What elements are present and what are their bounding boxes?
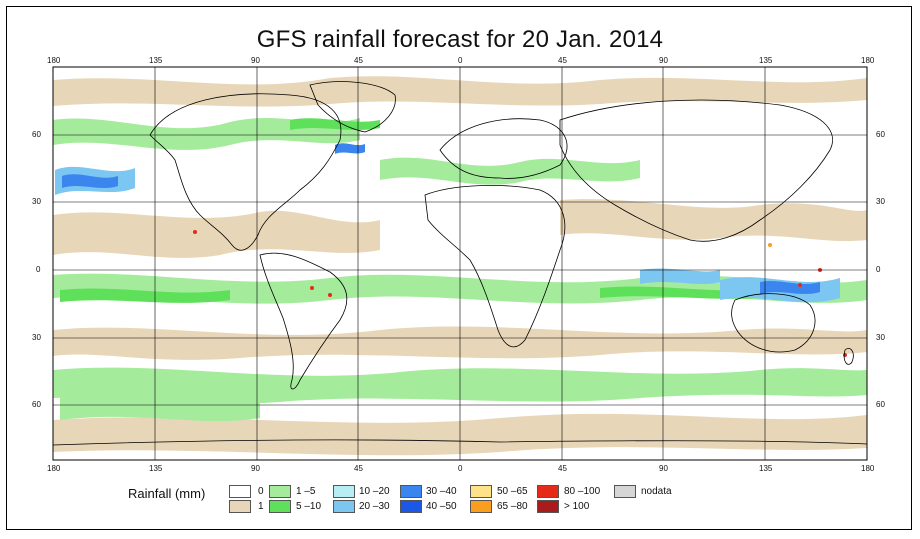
lat-label-left: 30 <box>32 333 41 342</box>
extreme-rain-spot <box>768 243 772 247</box>
legend-label: 20 –30 <box>359 501 390 512</box>
legend-swatch <box>333 500 355 513</box>
legend-swatch <box>470 485 492 498</box>
legend-label: 5 –10 <box>296 501 322 512</box>
legend-label: 1 –5 <box>296 486 316 497</box>
legend-label: 10 –20 <box>359 486 390 497</box>
lat-label-right: 30 <box>876 333 885 342</box>
lon-label-top: 45 <box>354 56 363 65</box>
legend-swatch <box>333 485 355 498</box>
legend-swatch <box>229 485 251 498</box>
lat-label-left: 0 <box>36 265 41 274</box>
moderate-rain-band <box>60 288 230 303</box>
light-rain-band <box>380 157 640 185</box>
asia-outline <box>559 99 833 242</box>
legend-label: 65 –80 <box>497 501 528 512</box>
coastlines <box>52 81 868 446</box>
legend-label: 40 –50 <box>426 501 457 512</box>
extreme-rain-spot <box>328 293 332 297</box>
map-title: GFS rainfall forecast for 20 Jan. 2014 <box>256 26 664 53</box>
lon-label-bottom: 180 <box>47 464 61 473</box>
light-rain-band <box>60 394 260 422</box>
south-america-outline <box>259 252 348 390</box>
lon-label-top: 0 <box>458 56 463 65</box>
graticule <box>53 67 867 460</box>
north-america-outline <box>149 93 342 251</box>
light-rain-band <box>53 118 360 150</box>
legend-label: 50 –65 <box>497 486 528 497</box>
lat-label-left: 30 <box>32 197 41 206</box>
legend-title: Rainfall (mm) <box>128 486 206 501</box>
extreme-rain-spot <box>843 353 847 357</box>
lon-label-bottom: 90 <box>659 464 668 473</box>
moderate-rain-band <box>290 118 380 130</box>
legend-swatch <box>269 485 291 498</box>
lon-label-top: 180 <box>47 56 61 65</box>
legend-swatch <box>470 500 492 513</box>
legend-swatch <box>269 500 291 513</box>
lat-label-right: 60 <box>876 130 885 139</box>
very-heavy-rain-area <box>335 143 365 154</box>
lon-label-bottom: 135 <box>149 464 163 473</box>
legend-swatch <box>400 485 422 498</box>
lon-label-top: 180 <box>861 56 875 65</box>
legend-label: 1 <box>258 501 264 512</box>
lon-label-bottom: 45 <box>354 464 363 473</box>
lat-label-right: 30 <box>876 197 885 206</box>
lon-label-bottom: 45 <box>558 464 567 473</box>
lon-label-top: 45 <box>558 56 567 65</box>
lon-label-top: 90 <box>659 56 668 65</box>
lon-label-top: 135 <box>759 56 773 65</box>
extreme-rain-spot <box>798 283 802 287</box>
legend-label: > 100 <box>564 501 590 512</box>
lat-label-left: 60 <box>32 130 41 139</box>
legend-label: 0 <box>258 486 264 497</box>
extreme-rain-spot <box>310 286 314 290</box>
legend-label: 30 –40 <box>426 486 457 497</box>
extreme-rain-spot <box>193 230 197 234</box>
trace-rain-area <box>560 199 867 242</box>
australia-outline <box>731 293 816 353</box>
legend-swatch <box>537 500 559 513</box>
lon-label-bottom: 90 <box>251 464 260 473</box>
legend-swatch <box>400 500 422 513</box>
lon-label-bottom: 0 <box>458 464 463 473</box>
legend-swatch <box>537 485 559 498</box>
lon-label-top: 90 <box>251 56 260 65</box>
heavy-rain-area <box>640 268 720 284</box>
trace-rain-area <box>53 210 380 258</box>
very-heavy-rain-area <box>760 281 820 294</box>
lat-label-right: 0 <box>876 265 881 274</box>
lon-label-top: 135 <box>149 56 163 65</box>
legend-swatch <box>229 500 251 513</box>
greenland-outline <box>309 81 396 133</box>
antarctica-outline <box>52 439 868 446</box>
legend-label: nodata <box>641 486 672 497</box>
very-heavy-rain-area <box>62 174 118 188</box>
lon-label-bottom: 180 <box>861 464 875 473</box>
lat-label-right: 60 <box>876 400 885 409</box>
legend-swatch <box>614 485 636 498</box>
lon-label-bottom: 135 <box>759 464 773 473</box>
legend-label: 80 –100 <box>564 486 601 497</box>
lat-label-left: 60 <box>32 400 41 409</box>
africa-outline <box>424 185 566 348</box>
map-border <box>52 66 868 461</box>
new-zealand-outline <box>843 347 854 365</box>
figure-frame <box>6 6 912 530</box>
